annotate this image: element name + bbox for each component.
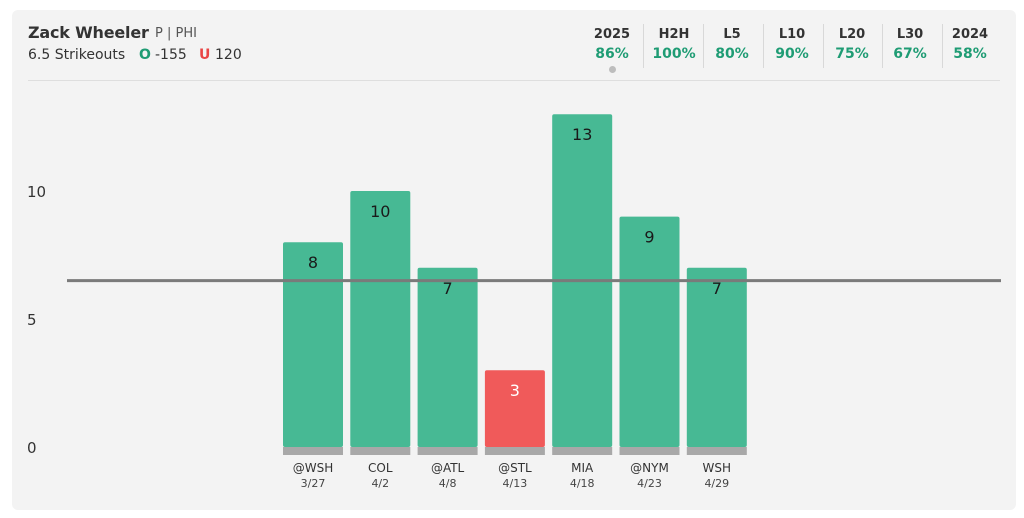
y-tick-label: 0 — [27, 439, 37, 457]
player-name: Zack Wheeler — [28, 23, 149, 42]
y-tick-label: 5 — [27, 311, 37, 329]
stat-tab-label: L10 — [778, 27, 806, 42]
stat-tab-2025[interactable]: 2025 86% — [583, 21, 641, 79]
x-tick-opponent: @STL — [498, 461, 532, 475]
stat-divider — [763, 24, 764, 68]
bar-value-label: 7 — [443, 279, 453, 298]
bar — [484, 370, 545, 447]
stat-tab-value: 90% — [775, 46, 809, 62]
x-tick-date: 4/29 — [704, 477, 729, 490]
x-tick-date: 4/2 — [371, 477, 389, 490]
bar-base — [283, 447, 343, 455]
bar — [619, 216, 680, 447]
bar-base — [350, 447, 411, 455]
bar-value-label: 3 — [510, 381, 520, 400]
y-tick-label: 10 — [27, 183, 46, 201]
over-odds[interactable]: -155 — [155, 47, 187, 63]
bar-value-label: 8 — [308, 253, 318, 272]
stat-divider — [882, 24, 883, 68]
player-position-team: P | PHI — [155, 26, 197, 41]
stat-tab-l20[interactable]: L20 75% — [823, 21, 881, 79]
bar-base — [484, 447, 545, 455]
x-tick-date: 3/27 — [301, 477, 326, 490]
x-tick-date: 4/13 — [503, 477, 528, 490]
stat-tab-2024[interactable]: 2024 58% — [941, 21, 999, 79]
bar-base — [619, 447, 680, 455]
stat-divider — [703, 24, 704, 68]
bar — [350, 191, 411, 447]
x-tick-opponent: COL — [368, 461, 393, 475]
stat-divider — [643, 24, 644, 68]
stat-tab-value: 58% — [953, 46, 987, 62]
x-tick-opponent: @ATL — [431, 461, 465, 475]
bar-value-label: 9 — [644, 228, 654, 247]
stat-tab-label: L5 — [723, 27, 741, 42]
active-tab-indicator — [609, 66, 616, 73]
bar-base — [417, 447, 478, 455]
stat-tab-label: L30 — [896, 27, 924, 42]
bar — [686, 267, 747, 447]
bar-base — [552, 447, 613, 455]
bar — [417, 267, 478, 447]
stat-divider — [823, 24, 824, 68]
prop-line-label: 6.5 Strikeouts — [28, 47, 126, 63]
stat-tab-h2h[interactable]: H2H 100% — [645, 21, 703, 79]
under-odds[interactable]: 120 — [215, 47, 242, 63]
bar-base — [686, 447, 747, 455]
stat-tab-label: L20 — [838, 27, 866, 42]
x-tick-opponent: WSH — [703, 461, 732, 475]
stat-divider — [942, 24, 943, 68]
stat-tab-l10[interactable]: L10 90% — [763, 21, 821, 79]
under-icon: U — [199, 47, 211, 63]
bar-value-label: 13 — [572, 125, 592, 144]
stat-tab-value: 100% — [652, 46, 696, 62]
stat-tab-l5[interactable]: L5 80% — [703, 21, 761, 79]
stat-tab-value: 67% — [893, 46, 927, 62]
stat-tab-label: 2025 — [593, 27, 631, 42]
stat-tab-value: 75% — [835, 46, 869, 62]
stat-tab-l30[interactable]: L30 67% — [881, 21, 939, 79]
header-divider — [28, 80, 1000, 81]
x-tick-date: 4/23 — [637, 477, 662, 490]
bar — [283, 242, 343, 447]
over-icon: O — [139, 47, 151, 63]
stat-tab-value: 80% — [715, 46, 749, 62]
bar-value-label: 7 — [712, 279, 722, 298]
stat-tab-value: 86% — [595, 46, 629, 62]
x-tick-opponent: MIA — [571, 461, 594, 475]
bar-value-label: 10 — [370, 202, 390, 221]
x-tick-opponent: @NYM — [630, 461, 669, 475]
stat-tab-label: H2H — [658, 27, 690, 42]
x-tick-date: 4/8 — [439, 477, 457, 490]
x-tick-date: 4/18 — [570, 477, 595, 490]
x-tick-opponent: @WSH — [293, 461, 334, 475]
stat-tab-label: 2024 — [951, 27, 989, 42]
